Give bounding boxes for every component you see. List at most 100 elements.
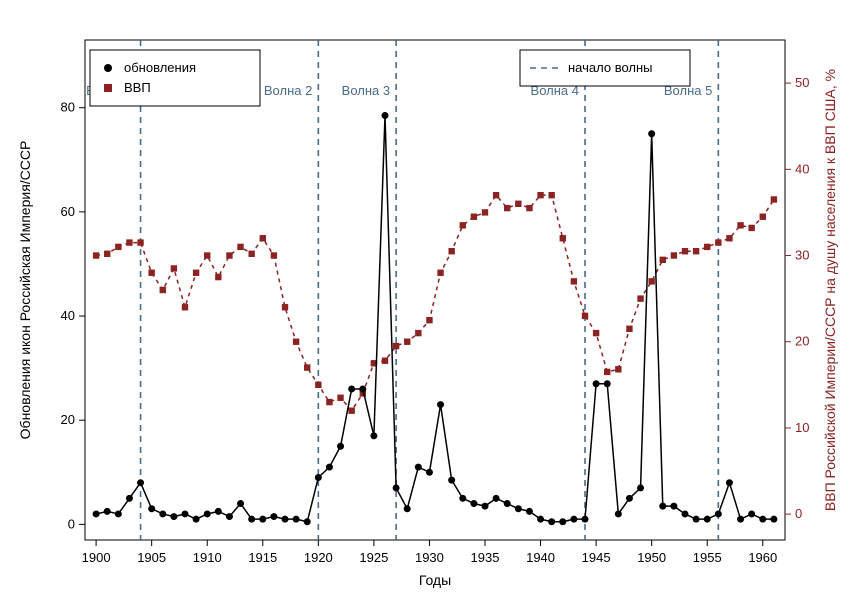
updates-series-marker [304, 518, 311, 525]
updates-series-marker [259, 516, 266, 523]
updates-series-marker [704, 516, 711, 523]
updates-series-marker [504, 500, 511, 507]
gdp-series-marker [426, 317, 432, 323]
gdp-series-marker [726, 235, 732, 241]
legend-label-gdp: ВВП [124, 80, 151, 95]
updates-series-marker [93, 510, 100, 517]
updates-series-marker [115, 510, 122, 517]
updates-series-marker [682, 510, 689, 517]
updates-series-marker [415, 464, 422, 471]
gdp-series-marker [171, 265, 177, 271]
updates-series-marker [337, 443, 344, 450]
updates-series-marker [315, 474, 322, 481]
x-tick-label: 1930 [415, 550, 444, 565]
gdp-series-marker [415, 330, 421, 336]
gdp-series-marker [460, 222, 466, 228]
gdp-series-marker [282, 304, 288, 310]
updates-series-marker [770, 516, 777, 523]
updates-series-marker [715, 510, 722, 517]
updates-series-marker [448, 477, 455, 484]
gdp-series-marker [515, 201, 521, 207]
gdp-series-marker [693, 248, 699, 254]
gdp-series-marker [760, 214, 766, 220]
updates-series-marker [393, 484, 400, 491]
y-right-tick-label: 50 [795, 75, 809, 90]
x-tick-label: 1910 [193, 550, 222, 565]
updates-series-marker [593, 380, 600, 387]
y-left-tick-label: 20 [61, 412, 75, 427]
wave-label: Волна 3 [342, 83, 390, 98]
gdp-series-marker [715, 239, 721, 245]
gdp-series-marker [737, 222, 743, 228]
updates-series-marker [604, 380, 611, 387]
updates-series-marker [326, 464, 333, 471]
gdp-series-marker [393, 343, 399, 349]
gdp-series-marker [671, 252, 677, 258]
chart-container: 1900190519101915192019251930193519401945… [0, 0, 850, 601]
updates-series-marker [193, 516, 200, 523]
gdp-series-marker [348, 407, 354, 413]
updates-series-marker [493, 495, 500, 502]
updates-series-marker [148, 505, 155, 512]
gdp-series-marker [748, 225, 754, 231]
x-tick-label: 1960 [748, 550, 777, 565]
gdp-series-marker [571, 278, 577, 284]
updates-series-marker [526, 508, 533, 515]
x-tick-label: 1915 [248, 550, 277, 565]
updates-series-marker [137, 479, 144, 486]
updates-series-marker [637, 484, 644, 491]
gdp-series-marker [315, 382, 321, 388]
gdp-series-marker [326, 399, 332, 405]
gdp-series-marker [293, 339, 299, 345]
gdp-series-marker [648, 278, 654, 284]
x-tick-label: 1945 [582, 550, 611, 565]
updates-series-marker [248, 516, 255, 523]
gdp-series-marker [537, 192, 543, 198]
updates-series-marker [159, 510, 166, 517]
gdp-series-marker [260, 235, 266, 241]
updates-series-marker [359, 385, 366, 392]
gdp-series-marker [182, 304, 188, 310]
updates-series-marker [126, 495, 133, 502]
gdp-series-marker [526, 205, 532, 211]
wave-label: Волна 2 [264, 83, 312, 98]
updates-series-marker [437, 401, 444, 408]
gdp-series-marker [448, 248, 454, 254]
legend-label-updates: обновления [124, 60, 196, 75]
updates-series-marker [537, 516, 544, 523]
y-right-tick-label: 40 [795, 161, 809, 176]
y-left-axis-label: Обновления икон Российская Империя/СССР [17, 141, 33, 440]
updates-series-marker [693, 516, 700, 523]
gdp-series-marker [204, 252, 210, 258]
updates-series-marker [382, 112, 389, 119]
updates-series-marker [237, 500, 244, 507]
gdp-series-marker [126, 239, 132, 245]
gdp-series-marker [615, 366, 621, 372]
updates-series-marker [459, 495, 466, 502]
updates-series-marker [659, 503, 666, 510]
x-tick-label: 1900 [82, 550, 111, 565]
legend-waves-label: начало волны [568, 60, 653, 75]
gdp-series-marker [237, 244, 243, 250]
updates-series-marker [470, 500, 477, 507]
gdp-series-marker [548, 192, 554, 198]
updates-series-marker [104, 508, 111, 515]
updates-series-marker [215, 508, 222, 515]
updates-series-marker [182, 510, 189, 517]
gdp-series-marker [637, 295, 643, 301]
gdp-series-marker [148, 270, 154, 276]
gdp-series-marker [215, 274, 221, 280]
updates-series-marker [582, 516, 589, 523]
gdp-series-marker [582, 313, 588, 319]
gdp-series-marker [493, 192, 499, 198]
updates-series-marker [748, 510, 755, 517]
gdp-series-marker [626, 326, 632, 332]
x-tick-label: 1955 [693, 550, 722, 565]
gdp-series-marker [682, 248, 688, 254]
updates-series-marker [648, 130, 655, 137]
legend-marker-gdp [104, 84, 112, 92]
gdp-series-marker [304, 364, 310, 370]
gdp-series-marker [593, 330, 599, 336]
updates-series-marker [737, 516, 744, 523]
x-tick-label: 1950 [637, 550, 666, 565]
